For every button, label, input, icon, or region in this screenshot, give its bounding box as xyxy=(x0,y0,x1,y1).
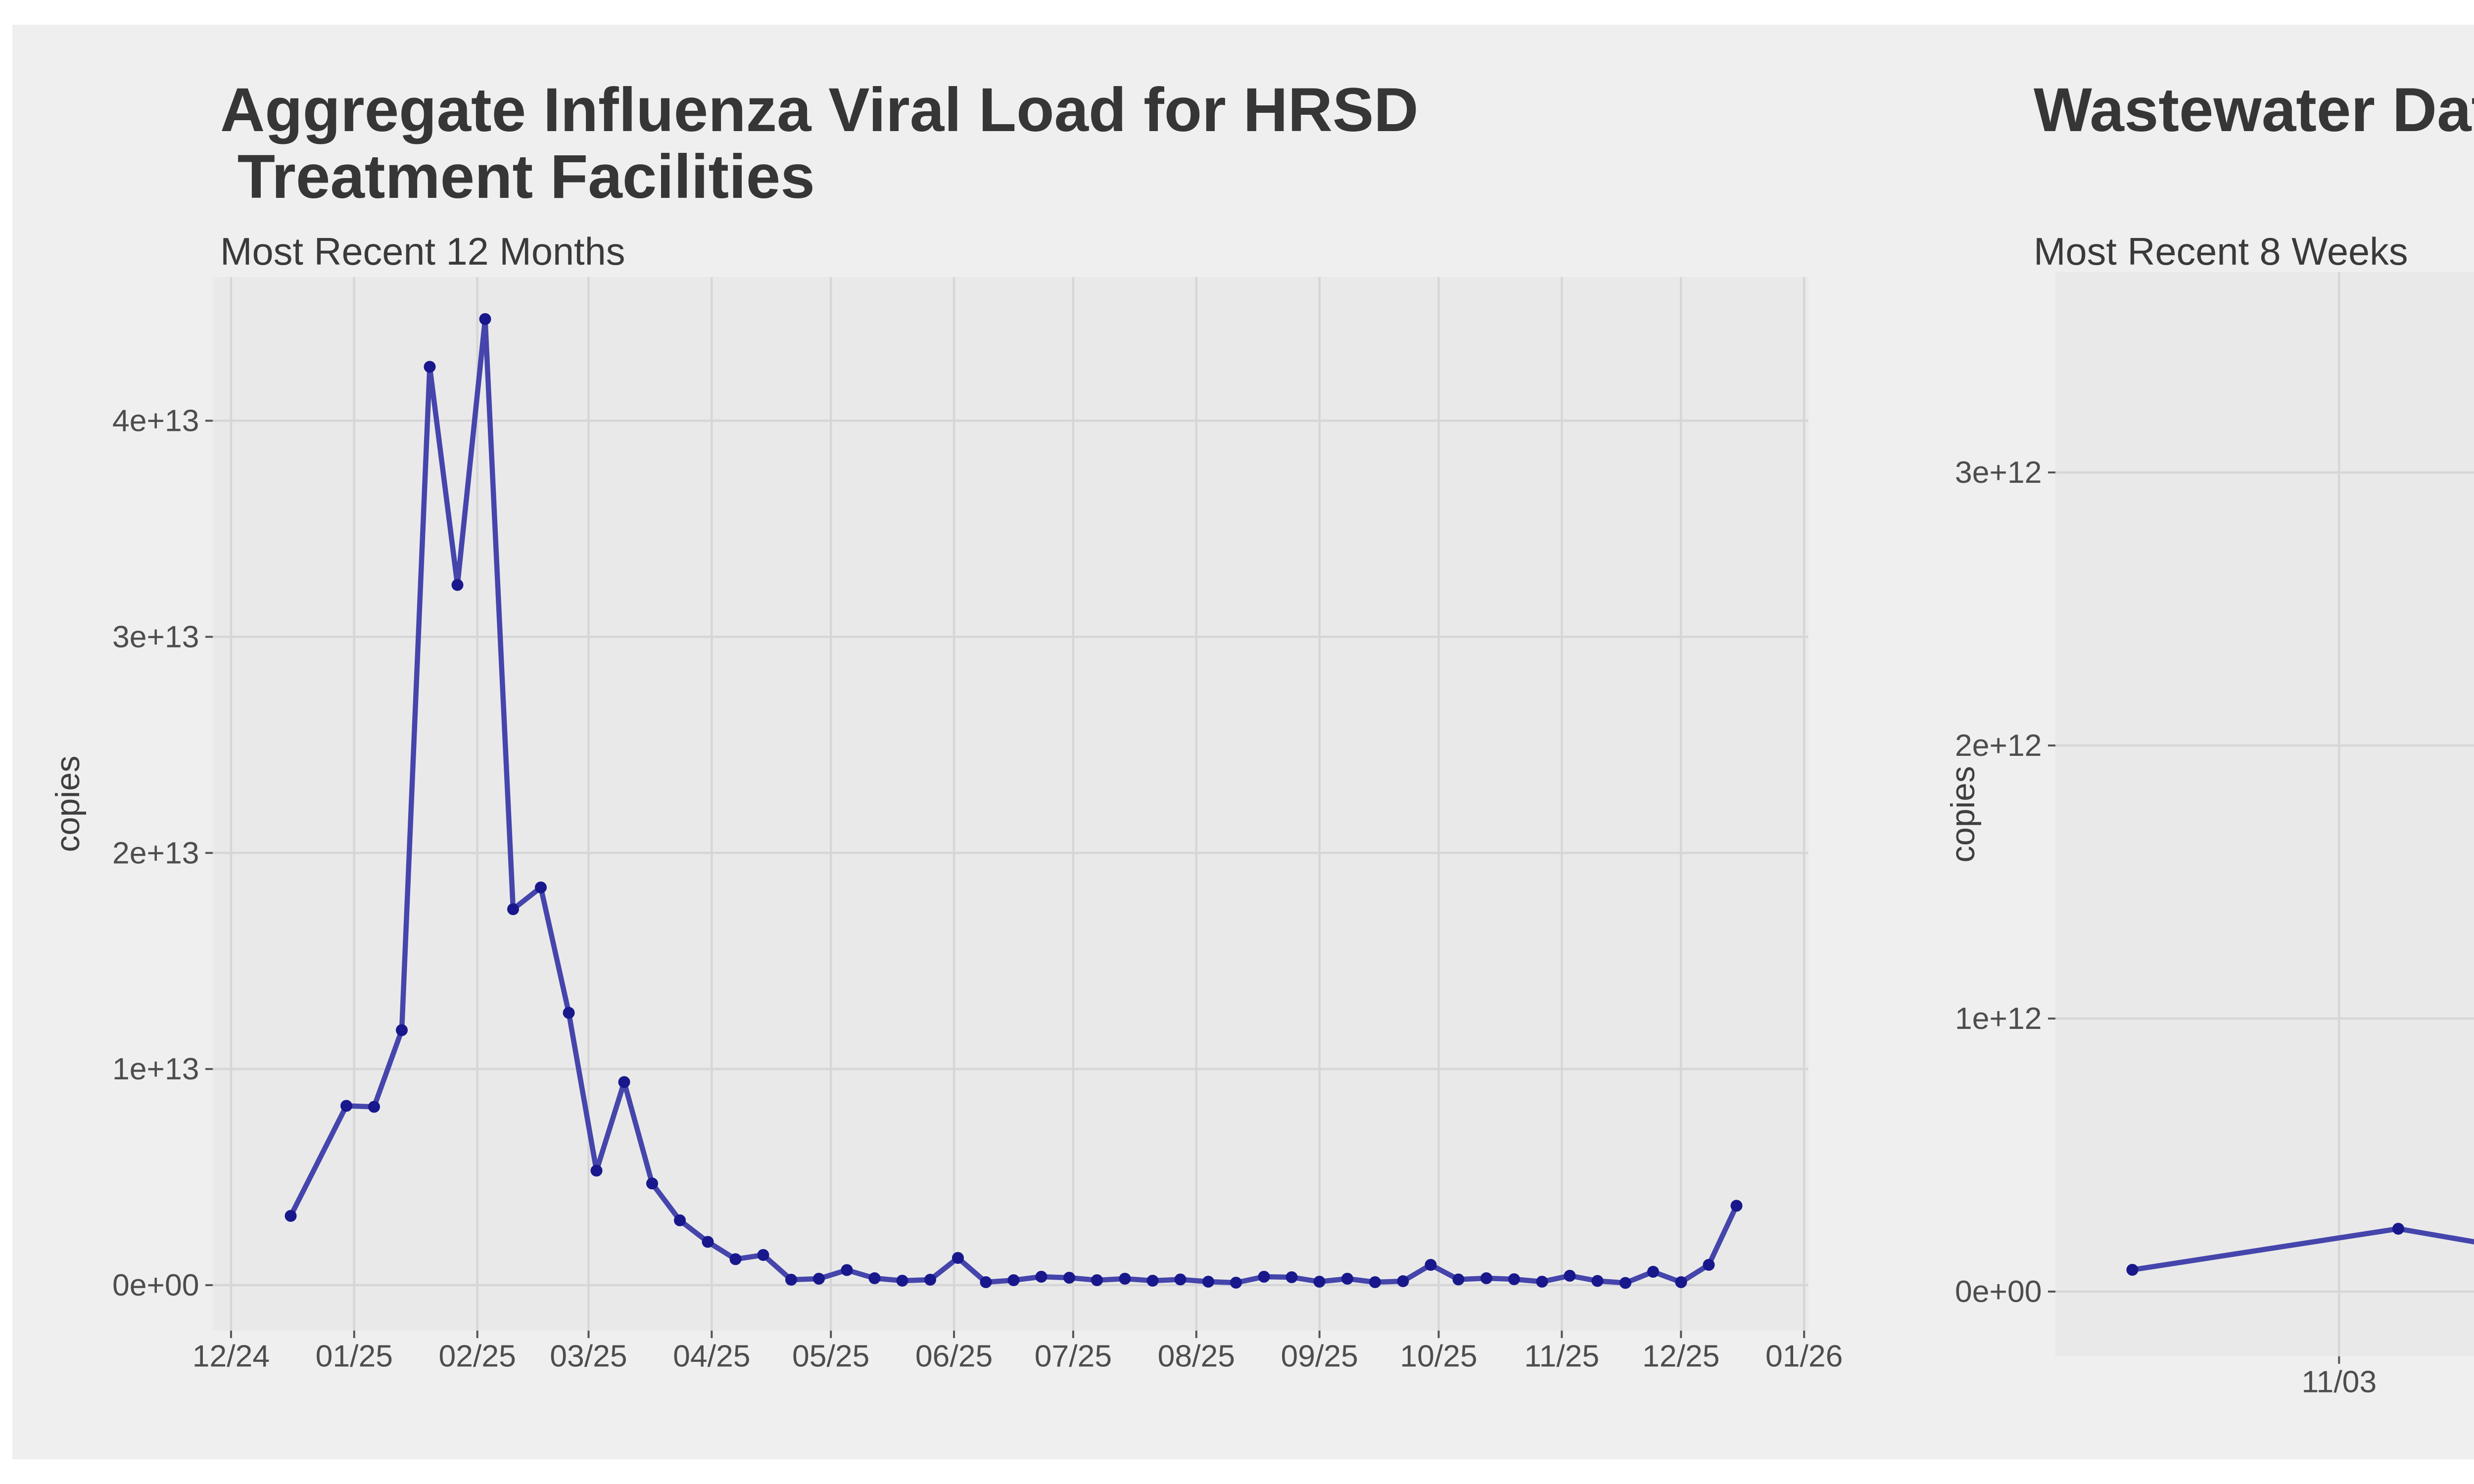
data-point xyxy=(1591,1275,1604,1287)
left-chart-plot: 0e+00 1e+13 2e+13 3e+13 4e+13 12/24 01/25 02/25… xyxy=(49,277,1843,1374)
data-point xyxy=(285,1210,297,1222)
data-point xyxy=(1230,1277,1242,1289)
left-chart-figure: 0e+00 1e+13 2e+13 3e+13 4e+13 12/24 01/25 02/25… xyxy=(12,25,1851,1459)
data-point xyxy=(451,579,464,591)
y-tick-label: 0e+00 xyxy=(1955,1274,2042,1309)
data-point xyxy=(1675,1276,1687,1288)
data-line xyxy=(2130,1226,2474,1273)
data-point xyxy=(535,881,547,893)
data-point xyxy=(757,1249,769,1261)
data-point xyxy=(590,1164,603,1177)
data-point xyxy=(1091,1274,1103,1286)
x-tick-label: 06/25 xyxy=(915,1339,993,1374)
data-point xyxy=(1703,1259,1715,1271)
plot-panel xyxy=(2055,272,2474,1356)
data-point xyxy=(1063,1272,1075,1284)
y-axis-title: copies xyxy=(49,755,87,852)
data-point xyxy=(1258,1271,1270,1283)
data-point xyxy=(813,1273,825,1285)
y-tick-label: 3e+12 xyxy=(1955,455,2042,490)
data-point xyxy=(396,1024,408,1036)
data-point xyxy=(1285,1271,1298,1283)
right-chart-figure: 0e+001e+122e+123e+1211/0311/1712/0112/15… xyxy=(1851,25,2474,1459)
data-point xyxy=(1425,1259,1437,1271)
data-point xyxy=(479,313,491,325)
x-tick-label: 03/25 xyxy=(550,1339,627,1374)
plot-panel xyxy=(213,277,1808,1331)
data-line xyxy=(288,316,1739,1286)
data-point xyxy=(868,1272,881,1284)
x-tick-label: 08/25 xyxy=(1158,1339,1235,1374)
y-tick-label: 2e+12 xyxy=(1955,728,2042,763)
data-point xyxy=(424,361,436,373)
data-point xyxy=(2126,1264,2139,1276)
data-point xyxy=(841,1264,853,1276)
data-point xyxy=(674,1214,686,1226)
data-point xyxy=(896,1275,908,1287)
y-tick-label: 1e+12 xyxy=(1955,1001,2042,1036)
data-point xyxy=(340,1100,353,1112)
x-tick-label: 05/25 xyxy=(792,1339,869,1374)
data-point xyxy=(368,1101,380,1113)
data-point xyxy=(1647,1266,1659,1278)
x-tick-label: 04/25 xyxy=(673,1339,750,1374)
data-point xyxy=(646,1177,658,1190)
data-point xyxy=(1564,1270,1576,1282)
data-point xyxy=(785,1274,797,1286)
data-point xyxy=(1452,1273,1465,1286)
data-point xyxy=(1119,1273,1131,1285)
right-chart-subtitle: Most Recent 8 Weeks xyxy=(2034,232,2408,275)
x-tick-label: 07/25 xyxy=(1035,1339,1112,1374)
data-point xyxy=(1313,1276,1326,1288)
data-point xyxy=(1035,1271,1047,1283)
data-point xyxy=(1202,1276,1214,1288)
y-tick-label: 0e+00 xyxy=(112,1268,199,1302)
data-point xyxy=(1480,1272,1492,1284)
data-point xyxy=(1730,1200,1743,1212)
x-tick-label: 01/26 xyxy=(1765,1339,1843,1374)
left-chart-title-line2: Treatment Facilities xyxy=(220,143,815,213)
data-point xyxy=(507,903,519,915)
data-point xyxy=(1146,1275,1159,1287)
data-point xyxy=(1619,1277,1631,1289)
x-tick-label: 12/25 xyxy=(1642,1339,1719,1374)
data-point xyxy=(618,1076,630,1088)
x-tick-label: 10/25 xyxy=(1400,1339,1477,1374)
data-point xyxy=(1369,1276,1381,1288)
data-point xyxy=(1536,1276,1548,1288)
data-point xyxy=(1341,1273,1353,1285)
y-axis-title: copies xyxy=(1945,766,1982,862)
data-point xyxy=(563,1007,575,1019)
left-chart-subtitle: Most Recent 12 Months xyxy=(220,232,625,275)
y-tick-label: 3e+13 xyxy=(112,619,199,654)
data-point xyxy=(1007,1274,1020,1286)
right-chart-plot: 0e+001e+122e+123e+1211/0311/1712/0112/15… xyxy=(1945,272,2474,1399)
data-point xyxy=(1508,1273,1520,1285)
data-point xyxy=(729,1253,742,1265)
data-point xyxy=(952,1252,964,1264)
y-tick-label: 2e+13 xyxy=(112,835,199,870)
y-tick-label: 4e+13 xyxy=(112,404,199,438)
right-chart-title: Wastewater Data HRSD Facilities xyxy=(2034,77,2474,146)
data-point xyxy=(702,1236,714,1248)
data-point xyxy=(980,1276,992,1288)
data-point xyxy=(1397,1275,1409,1287)
x-tick-label: 11/03 xyxy=(2301,1365,2377,1399)
data-point xyxy=(1174,1273,1187,1286)
y-tick-label: 1e+13 xyxy=(112,1052,199,1086)
x-tick-label: 09/25 xyxy=(1281,1339,1358,1374)
data-point xyxy=(924,1274,936,1286)
x-tick-label: 02/25 xyxy=(438,1339,516,1374)
x-tick-label: 11/25 xyxy=(1524,1339,1600,1374)
x-tick-label: 12/24 xyxy=(192,1339,270,1374)
data-point xyxy=(2392,1223,2404,1235)
x-tick-label: 01/25 xyxy=(316,1339,393,1374)
left-chart-title-line1: Aggregate Influenza Viral Load for HRSD xyxy=(220,77,1419,146)
left-chart-title: Aggregate Influenza Viral Load for HRSD … xyxy=(220,77,1419,213)
